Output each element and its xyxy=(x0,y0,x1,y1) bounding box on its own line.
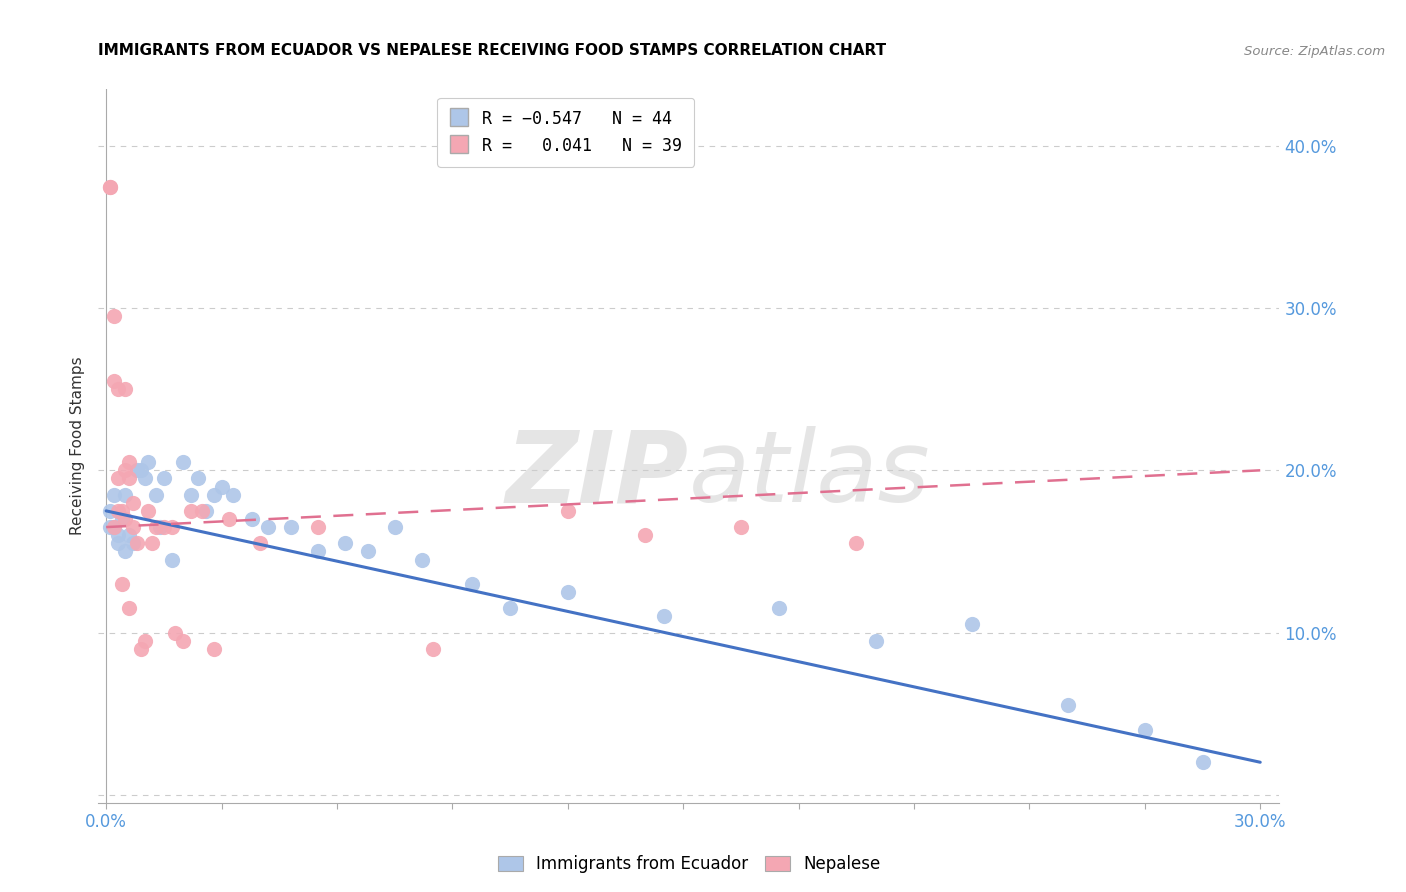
Point xyxy=(107,471,129,485)
Point xyxy=(103,310,125,324)
Point xyxy=(160,552,183,566)
Point xyxy=(211,479,233,493)
Point xyxy=(172,455,194,469)
Point xyxy=(218,512,240,526)
Point xyxy=(1057,698,1080,713)
Point xyxy=(357,544,380,558)
Point xyxy=(1133,723,1156,737)
Point xyxy=(180,504,202,518)
Point xyxy=(384,520,406,534)
Point xyxy=(103,520,125,534)
Point xyxy=(103,520,125,534)
Point xyxy=(499,601,522,615)
Point xyxy=(307,520,329,534)
Point xyxy=(730,520,752,534)
Point xyxy=(125,536,148,550)
Point xyxy=(202,488,225,502)
Point xyxy=(333,536,356,550)
Point xyxy=(240,512,263,526)
Point xyxy=(160,520,183,534)
Point xyxy=(134,471,156,485)
Point xyxy=(129,641,152,656)
Point xyxy=(634,528,657,542)
Point xyxy=(118,528,141,542)
Point xyxy=(865,633,887,648)
Point xyxy=(1191,756,1213,770)
Point xyxy=(222,488,245,502)
Point xyxy=(141,536,163,550)
Text: Source: ZipAtlas.com: Source: ZipAtlas.com xyxy=(1244,45,1385,58)
Point xyxy=(460,577,482,591)
Point xyxy=(180,488,202,502)
Point xyxy=(118,471,141,485)
Point xyxy=(98,520,121,534)
Point xyxy=(134,633,156,648)
Point xyxy=(153,520,176,534)
Point xyxy=(145,520,167,534)
Point xyxy=(122,496,145,510)
Point xyxy=(845,536,868,550)
Point xyxy=(153,471,176,485)
Point xyxy=(172,633,194,648)
Legend: Immigrants from Ecuador, Nepalese: Immigrants from Ecuador, Nepalese xyxy=(491,849,887,880)
Point xyxy=(191,504,214,518)
Point xyxy=(114,488,136,502)
Point xyxy=(107,382,129,396)
Point xyxy=(307,544,329,558)
Point xyxy=(118,601,141,615)
Point xyxy=(138,455,160,469)
Point xyxy=(249,536,271,550)
Point xyxy=(652,609,675,624)
Point xyxy=(107,536,129,550)
Point xyxy=(195,504,218,518)
Point xyxy=(114,544,136,558)
Point xyxy=(98,504,121,518)
Point xyxy=(165,625,187,640)
Point xyxy=(149,520,172,534)
Point xyxy=(557,504,579,518)
Point xyxy=(960,617,983,632)
Point xyxy=(256,520,278,534)
Point xyxy=(107,504,129,518)
Point xyxy=(768,601,790,615)
Point xyxy=(118,455,141,469)
Point xyxy=(202,641,225,656)
Point xyxy=(103,488,125,502)
Point xyxy=(411,552,433,566)
Point xyxy=(122,520,145,534)
Point xyxy=(422,641,444,656)
Point xyxy=(114,512,136,526)
Point xyxy=(107,528,129,542)
Point xyxy=(110,512,132,526)
Text: ZIP: ZIP xyxy=(506,426,689,523)
Point xyxy=(125,463,148,477)
Text: atlas: atlas xyxy=(689,426,931,523)
Point xyxy=(114,382,136,396)
Point xyxy=(129,463,152,477)
Point xyxy=(98,179,121,194)
Point xyxy=(280,520,302,534)
Point xyxy=(138,504,160,518)
Point xyxy=(114,463,136,477)
Point xyxy=(122,536,145,550)
Text: IMMIGRANTS FROM ECUADOR VS NEPALESE RECEIVING FOOD STAMPS CORRELATION CHART: IMMIGRANTS FROM ECUADOR VS NEPALESE RECE… xyxy=(98,43,887,58)
Point xyxy=(110,577,132,591)
Point xyxy=(103,374,125,388)
Point xyxy=(110,504,132,518)
Point xyxy=(187,471,209,485)
Point xyxy=(145,488,167,502)
Point xyxy=(557,585,579,599)
Y-axis label: Receiving Food Stamps: Receiving Food Stamps xyxy=(70,357,86,535)
Point xyxy=(98,179,121,194)
